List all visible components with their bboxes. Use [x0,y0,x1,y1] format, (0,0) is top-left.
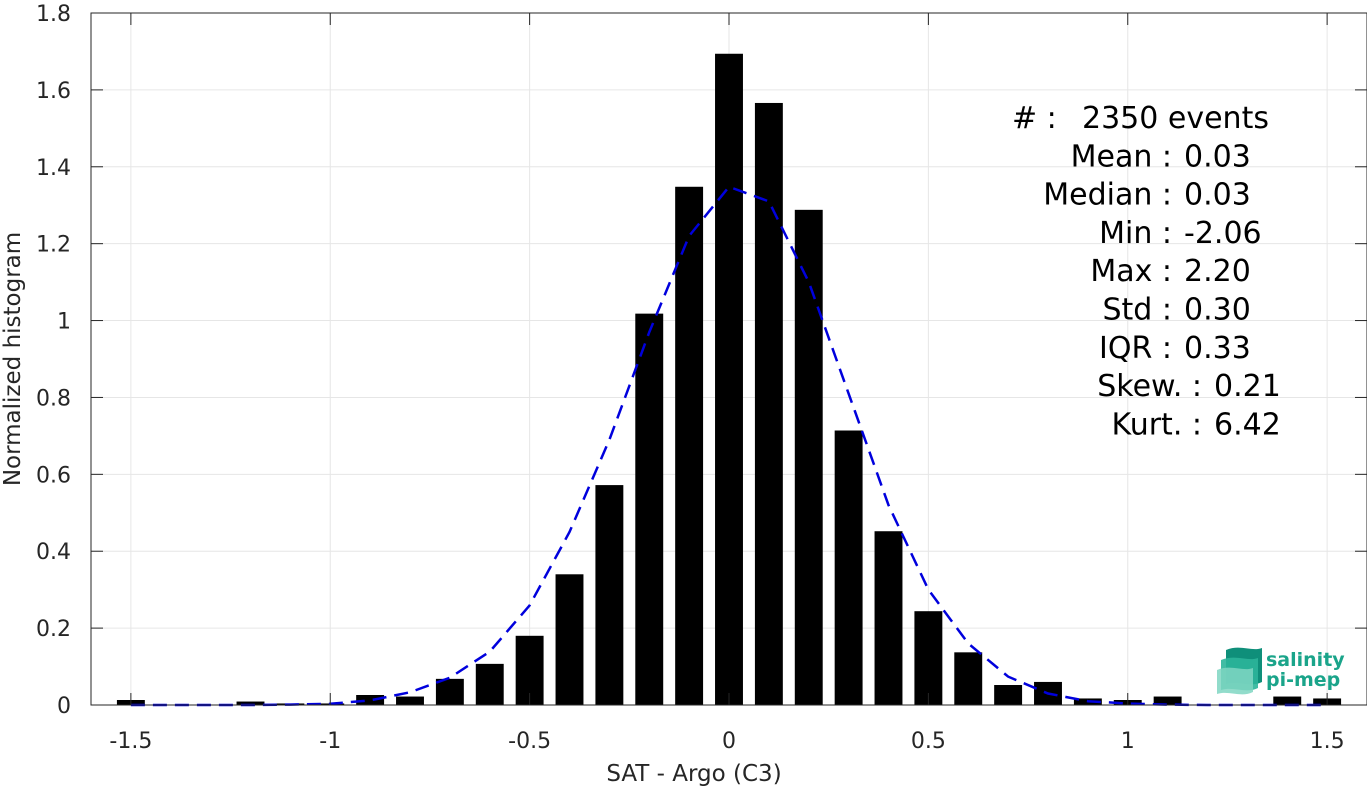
stat-label: # : [1012,101,1057,136]
stat-label: Kurt. : [1112,407,1202,442]
x-tick-label: -1 [319,729,341,754]
stat-value: 6.42 [1214,407,1281,442]
stat-label: Min : [1099,216,1172,251]
logo-text-line2: pi-mep [1266,669,1340,691]
stat-value: 2.20 [1184,254,1251,289]
histogram-bar [754,102,783,705]
y-tick-label: 0.4 [36,540,71,565]
histogram-bar [994,685,1023,705]
y-tick-label: 1 [57,310,71,335]
histogram-bar [675,186,704,705]
histogram-bar [914,611,943,705]
logo-waves-icon [1217,647,1262,695]
x-tick-labels: -1.5 -1 -0.5 0 0.5 1 1.5 [109,729,1344,754]
y-tick-label: 1.4 [36,156,71,181]
y-tick-label: 0.2 [36,617,71,642]
stat-value: 0.33 [1184,331,1251,366]
stat-label: Skew. : [1097,369,1202,404]
y-tick-label: 0 [57,694,71,719]
x-tick-label: 1.5 [1310,729,1345,754]
y-tick-label: 1.8 [36,2,71,27]
x-tick-label: -1.5 [109,729,152,754]
y-axis-label: Normalized histogram [0,232,26,486]
stat-label: Max : [1090,254,1172,289]
y-tick-label: 1.2 [36,233,71,258]
histogram-bar [236,701,265,705]
y-tick-label: 0.8 [36,386,71,411]
x-axis-label: SAT - Argo (C3) [606,761,781,787]
histogram-bar [435,678,464,705]
histogram-bar [595,485,624,705]
y-tick-label: 1.6 [36,79,71,104]
x-tick-label: 1 [1121,729,1135,754]
axis-ticks [91,12,1367,706]
histogram-bar [356,695,385,705]
histogram-bar [1273,696,1302,705]
histogram-bar [715,53,743,706]
stat-value: 0.21 [1214,369,1281,404]
salinity-pi-mep-logo: salinity pi-mep [1217,647,1345,695]
stat-value: 0.03 [1184,178,1251,213]
histogram-bar [874,531,903,705]
histogram-bar [635,313,664,705]
stat-value: -2.06 [1184,216,1262,251]
x-tick-label: 0 [722,729,736,754]
histogram-bar [954,652,983,705]
histogram-bar [1153,696,1182,705]
histogram-bar [396,696,424,705]
stat-value: 0.30 [1184,293,1251,328]
histogram-bars [116,53,1342,706]
y-tick-labels: 0 0.2 0.4 0.6 0.8 1 1.2 1.4 1.6 1.8 [36,2,71,719]
stat-label: Median : [1043,178,1172,213]
histogram-bar [475,663,504,705]
stat-value: 0.03 [1184,139,1251,174]
stat-label: Std : [1103,293,1173,328]
x-tick-label: 0.5 [911,729,946,754]
stat-label: Mean : [1071,139,1172,174]
histogram-bar [834,430,863,705]
logo-text-line1: salinity [1266,649,1345,671]
x-tick-label: -0.5 [508,729,551,754]
histogram-bar [794,209,823,705]
histogram-bar [555,574,584,705]
stat-label: IQR : [1099,331,1172,366]
y-tick-label: 0.6 [36,463,71,488]
stat-value: 2350 events [1082,101,1269,136]
